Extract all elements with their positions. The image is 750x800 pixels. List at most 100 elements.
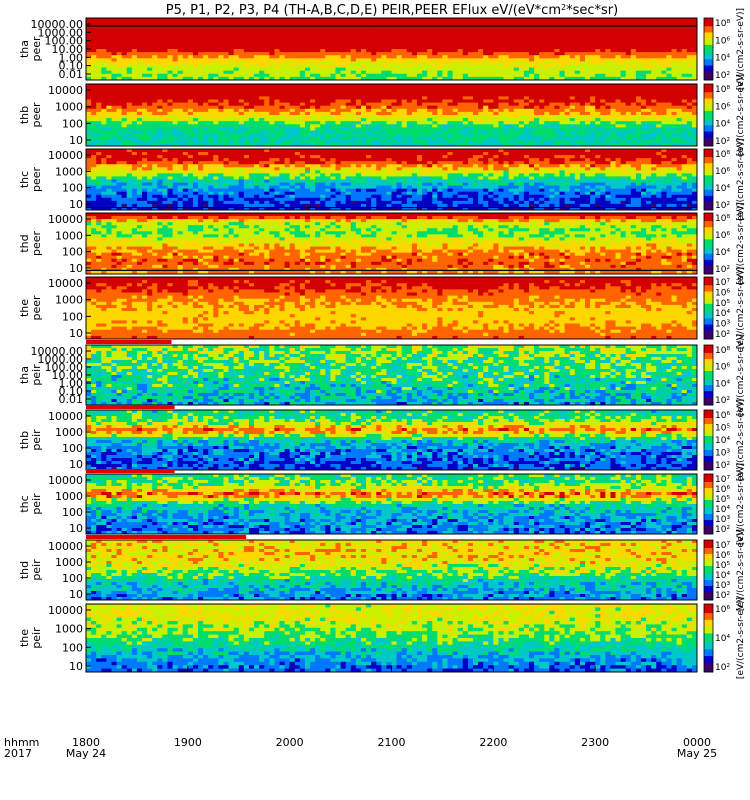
heatmap-cell xyxy=(111,93,117,97)
heatmap-cell xyxy=(411,142,418,147)
heatmap-cell xyxy=(228,36,235,41)
heatmap-cell xyxy=(483,118,489,122)
heatmap-cell xyxy=(366,27,372,31)
heatmap-cell xyxy=(518,136,525,141)
heatmap-cell xyxy=(177,21,184,25)
heatmap-cell xyxy=(564,96,571,100)
heatmap-cell xyxy=(274,55,280,59)
heatmap-cell xyxy=(498,61,504,65)
heatmap-cell xyxy=(294,39,301,44)
heatmap-cell xyxy=(299,70,306,75)
heatmap-cell xyxy=(442,105,448,110)
heatmap-cell xyxy=(493,102,499,107)
heatmap-cell xyxy=(284,30,291,34)
heatmap-cell xyxy=(442,93,448,97)
heatmap-cell xyxy=(381,127,387,131)
heatmap-cell xyxy=(467,108,474,113)
heatmap-cell xyxy=(340,99,347,103)
heatmap-cell xyxy=(508,70,515,75)
heatmap-cell xyxy=(131,102,138,107)
heatmap-cell xyxy=(228,73,235,78)
heatmap-cell xyxy=(96,58,102,62)
heatmap-cell xyxy=(478,27,484,31)
heatmap-cell xyxy=(203,121,209,125)
heatmap-cell xyxy=(223,130,229,134)
heatmap-cell xyxy=(243,90,250,94)
heatmap-cell xyxy=(233,102,240,107)
heatmap-cell xyxy=(595,33,601,37)
heatmap-cell xyxy=(452,21,459,25)
heatmap-cell xyxy=(422,136,428,141)
heatmap-cell xyxy=(462,39,469,44)
heatmap-cell xyxy=(111,39,117,44)
heatmap-cell xyxy=(600,133,606,138)
heatmap-cell xyxy=(447,90,453,94)
heatmap-cell xyxy=(528,52,535,56)
heatmap-cell xyxy=(396,115,403,119)
heatmap-cell xyxy=(666,102,672,107)
heatmap-cell xyxy=(406,42,413,47)
heatmap-cell xyxy=(544,108,550,113)
heatmap-cell xyxy=(131,39,138,44)
heatmap-cell xyxy=(345,93,352,97)
heatmap-cell xyxy=(554,58,560,62)
heatmap-cell xyxy=(630,61,637,65)
heatmap-cell xyxy=(86,42,92,47)
heatmap-cell xyxy=(177,30,184,34)
heatmap-cell xyxy=(371,30,377,34)
heatmap-cell xyxy=(411,49,418,53)
heatmap-cell xyxy=(269,58,275,62)
heatmap-cell xyxy=(177,115,184,119)
heatmap-cell xyxy=(218,18,224,22)
heatmap-cell xyxy=(564,73,571,78)
heatmap-cell xyxy=(600,118,606,122)
heatmap-cell xyxy=(172,61,179,65)
heatmap-cell xyxy=(534,42,540,47)
heatmap-cell xyxy=(106,55,112,59)
heatmap-cell xyxy=(411,96,418,100)
heatmap-cell xyxy=(406,18,413,22)
heatmap-cell xyxy=(131,90,138,94)
heatmap-cell xyxy=(686,39,693,44)
heatmap-cell xyxy=(549,133,555,138)
heatmap-cell xyxy=(340,58,347,62)
heatmap-cell xyxy=(228,127,235,131)
heatmap-cell xyxy=(187,93,194,97)
heatmap-cell xyxy=(539,87,545,91)
heatmap-cell xyxy=(681,108,688,113)
heatmap-cell xyxy=(640,73,647,78)
heatmap-cell xyxy=(366,121,372,125)
heatmap-cell xyxy=(121,33,128,37)
heatmap-cell xyxy=(264,124,270,128)
heatmap-cell xyxy=(86,52,92,56)
heatmap-cell xyxy=(478,84,484,88)
heatmap-cell xyxy=(493,58,499,62)
heatmap-cell xyxy=(630,142,637,147)
colorbar-step xyxy=(704,34,713,38)
heatmap-cell xyxy=(345,102,352,107)
heatmap-cell xyxy=(279,49,285,53)
heatmap-cell xyxy=(569,55,576,59)
heatmap-cell xyxy=(340,96,347,100)
heatmap-cell xyxy=(564,45,571,50)
heatmap-cell xyxy=(584,42,591,47)
heatmap-cell xyxy=(549,105,555,110)
heatmap-cell xyxy=(574,36,581,41)
heatmap-cell xyxy=(136,21,143,25)
heatmap-cell xyxy=(121,127,128,131)
heatmap-cell xyxy=(335,105,341,110)
heatmap-cell xyxy=(157,124,163,128)
heatmap-cell xyxy=(523,124,530,128)
heatmap-cell xyxy=(96,61,102,65)
heatmap-cell xyxy=(513,130,520,134)
heatmap-cell xyxy=(187,142,194,147)
heatmap-cell xyxy=(523,27,530,31)
heatmap-cell xyxy=(549,67,555,72)
heatmap-cell xyxy=(167,18,173,22)
heatmap-cell xyxy=(167,27,173,31)
heatmap-cell xyxy=(243,142,250,147)
heatmap-cell xyxy=(559,93,566,97)
heatmap-cell xyxy=(579,55,586,59)
heatmap-cell xyxy=(366,30,372,34)
heatmap-cell xyxy=(432,76,438,81)
